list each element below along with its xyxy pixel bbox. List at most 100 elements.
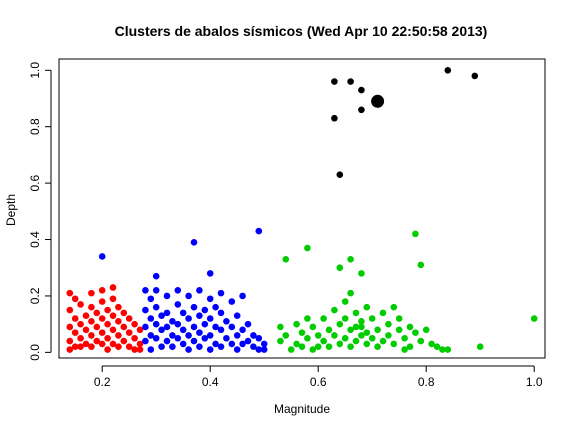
cluster-black-point: [471, 72, 479, 80]
cluster-green-point: [379, 309, 387, 317]
y-axis-label: Depth: [4, 194, 18, 226]
cluster-red-point: [66, 337, 74, 345]
cluster-green-point: [385, 320, 392, 328]
cluster-red-point: [71, 315, 79, 322]
cluster-blue-point: [223, 334, 230, 342]
cluster-blue-point: [158, 326, 165, 334]
cluster-green-point: [363, 340, 371, 348]
cluster-green-point: [325, 343, 333, 351]
cluster-blue-point: [169, 318, 176, 325]
cluster-blue-point: [152, 303, 160, 311]
cluster-green-point: [401, 346, 408, 353]
cluster-green-point: [325, 326, 333, 334]
cluster-red-point: [93, 309, 101, 317]
cluster-red-point: [66, 346, 74, 353]
cluster-red-point: [77, 334, 84, 342]
cluster-green-point: [282, 255, 290, 263]
cluster-red-point: [88, 303, 95, 311]
cluster-blue-point: [239, 326, 246, 334]
cluster-red-point: [98, 298, 106, 305]
cluster-green-point: [412, 230, 419, 238]
cluster-blue-point: [169, 343, 176, 351]
cluster-blue-point: [152, 287, 160, 294]
cluster-blue-point: [228, 340, 236, 348]
cluster-red-point: [88, 343, 95, 351]
cluster-blue-point: [201, 334, 209, 342]
cluster-green-point: [314, 343, 322, 351]
cluster-blue-point: [228, 323, 236, 331]
cluster-blue-point: [190, 337, 198, 345]
cluster-blue-point: [174, 320, 182, 328]
cluster-blue-point: [217, 326, 225, 334]
cluster-red-point: [125, 329, 133, 336]
cluster-blue-point: [142, 306, 149, 314]
cluster-green-point: [374, 343, 381, 351]
cluster-black-point: [444, 66, 452, 74]
cluster-blue-point: [152, 334, 160, 342]
cluster-blue-point: [185, 332, 192, 339]
cluster-red-point: [125, 343, 133, 351]
cluster-red-point: [131, 320, 138, 328]
cluster-black-centroid: [371, 94, 385, 108]
cluster-green-point: [298, 343, 306, 351]
cluster-red-point: [115, 318, 122, 325]
cluster-red-point: [109, 295, 117, 303]
cluster-blue-point: [185, 346, 192, 353]
cluster-blue-point: [152, 320, 160, 328]
cluster-blue-point: [260, 340, 268, 348]
cluster-blue-point: [223, 318, 230, 325]
cluster-blue-point: [163, 309, 171, 317]
x-axis: 0.2 0.4 0.6 0.8 1.0: [94, 365, 543, 389]
cluster-blue-point: [217, 309, 225, 317]
cluster-green-point: [304, 334, 311, 342]
cluster-green-point: [309, 346, 317, 353]
cluster-blue-point: [179, 326, 187, 334]
cluster-green-point: [352, 323, 360, 331]
cluster-green-point: [379, 337, 387, 345]
cluster-red-point: [131, 346, 138, 353]
x-tick-label: 1.0: [526, 375, 543, 389]
cluster-red-point: [66, 306, 74, 314]
cluster-green-point: [347, 343, 354, 351]
cluster-green-point: [314, 332, 322, 339]
cluster-red-point: [109, 284, 117, 291]
cluster-red-point: [88, 318, 95, 325]
cluster-red-point: [77, 320, 84, 328]
cluster-red-point: [120, 337, 128, 345]
cluster-blue-point: [185, 315, 192, 322]
cluster-red-point: [104, 306, 111, 314]
x-tick-label: 0.8: [418, 375, 435, 389]
cluster-red-point: [77, 301, 84, 308]
cluster-green-point: [390, 303, 398, 311]
cluster-blue-point: [174, 334, 182, 342]
y-tick-label: 0.4: [28, 231, 42, 248]
y-tick-label: 0.8: [28, 118, 42, 135]
cluster-blue-point: [190, 323, 198, 331]
cluster-red-point: [66, 289, 74, 297]
cluster-green-point: [336, 320, 344, 328]
plot-area-frame: [58, 58, 546, 359]
cluster-red-point: [104, 334, 111, 342]
cluster-green-point: [368, 334, 376, 342]
cluster-blue-point: [201, 320, 209, 328]
cluster-blue-point: [190, 239, 198, 246]
cluster-green-point: [417, 337, 425, 345]
cluster-blue-point: [190, 303, 198, 311]
cluster-green-point: [422, 326, 430, 334]
cluster-green-point: [374, 326, 381, 334]
cluster-blue-point: [196, 287, 203, 294]
cluster-red-point: [109, 326, 117, 334]
cluster-blue-point: [169, 332, 176, 339]
cluster-green-point: [444, 346, 452, 353]
cluster-blue-point: [206, 332, 214, 339]
cluster-blue-point: [212, 303, 219, 311]
cluster-green-point: [358, 332, 365, 339]
cluster-green-point: [406, 343, 414, 351]
cluster-red-point: [104, 320, 111, 328]
cluster-blue-point: [217, 289, 225, 297]
cluster-red-point: [120, 323, 128, 331]
cluster-blue-point: [239, 292, 246, 300]
cluster-blue-point: [163, 292, 171, 300]
cluster-green-point: [439, 346, 446, 353]
cluster-red-point: [136, 340, 144, 348]
